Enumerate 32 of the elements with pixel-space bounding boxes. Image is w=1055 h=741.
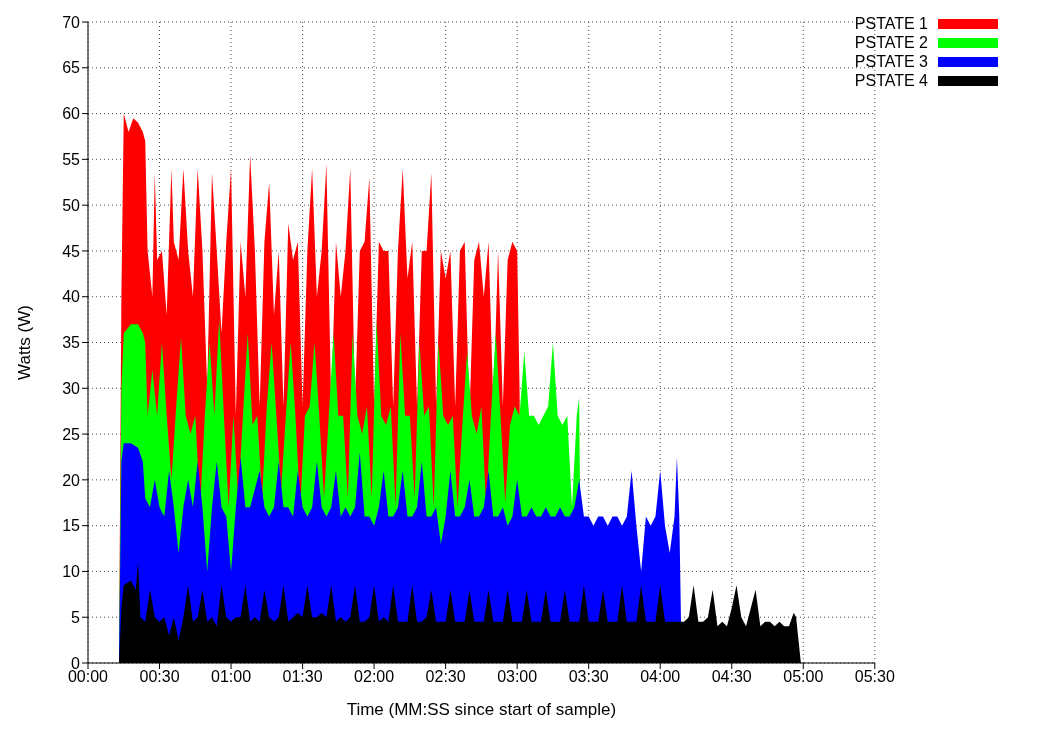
y-tick-label: 10 xyxy=(62,563,81,581)
y-tick-label: 30 xyxy=(62,379,81,397)
x-tick-label: 01:00 xyxy=(211,668,252,686)
y-tick-label: 40 xyxy=(62,288,81,306)
x-axis-title: Time (MM:SS since start of sample) xyxy=(346,700,617,719)
x-tick-label: 05:00 xyxy=(783,668,824,686)
y-axis-title: Watts (W) xyxy=(15,305,35,380)
x-tick-label: 04:30 xyxy=(711,668,752,686)
y-tick-label: 60 xyxy=(62,105,81,123)
y-tick-label: 20 xyxy=(62,471,81,489)
x-tick-label: 01:30 xyxy=(282,668,323,686)
y-tick-label: 65 xyxy=(62,59,81,77)
y-tick-label: 50 xyxy=(62,196,81,214)
x-tick-label: 04:00 xyxy=(640,668,681,686)
legend-label: PSTATE 3 xyxy=(854,52,928,71)
legend-label: PSTATE 1 xyxy=(854,14,928,33)
legend-label: PSTATE 2 xyxy=(854,33,928,52)
x-tick-label: 05:30 xyxy=(854,668,895,686)
x-tick-label: 03:00 xyxy=(497,668,538,686)
y-tick-label: 5 xyxy=(71,608,81,626)
x-tick-label: 00:30 xyxy=(139,668,180,686)
x-tick-label: 03:30 xyxy=(568,668,609,686)
x-tick-label: 02:30 xyxy=(425,668,466,686)
y-tick-label: 55 xyxy=(62,151,81,169)
y-tick-label: 25 xyxy=(62,425,81,443)
x-tick-label: 02:00 xyxy=(354,668,395,686)
y-tick-label: 45 xyxy=(62,242,81,260)
y-tick-label: 15 xyxy=(62,517,81,535)
legend-label: PSTATE 4 xyxy=(854,71,928,90)
y-tick-label: 70 xyxy=(62,13,81,31)
x-tick-label: 00:00 xyxy=(67,668,109,686)
y-tick-label: 35 xyxy=(62,334,81,352)
